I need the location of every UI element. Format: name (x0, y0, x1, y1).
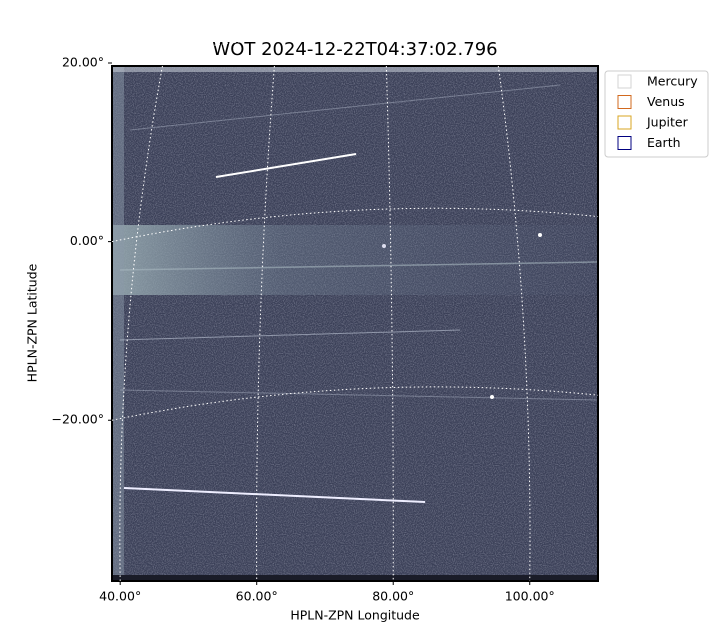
legend-label: Earth (647, 135, 681, 150)
legend-marker (617, 115, 632, 130)
x-axis-label: HPLN-ZPN Longitude (290, 608, 420, 623)
x-tick-label: 40.00° (99, 589, 141, 604)
legend-marker (617, 95, 632, 109)
x-tick-label: 60.00° (236, 589, 278, 604)
legend-label: Venus (647, 94, 685, 109)
legend-box (604, 70, 709, 158)
y-tick-label: −20.00° (51, 412, 104, 427)
y-axis-label: HPLN-ZPN Latitude (25, 263, 40, 382)
grid-line (497, 65, 531, 582)
legend: Mercury Venus Jupiter Earth (604, 70, 709, 158)
chart-title: WOT 2024-12-22T04:37:02.796 (212, 39, 497, 60)
sky-image (111, 65, 599, 582)
legend-marker (617, 136, 632, 150)
x-tick-label: 80.00° (372, 589, 414, 604)
legend-marker (617, 74, 632, 89)
y-tick-label: 0.00° (70, 233, 104, 248)
y-tick-label: 20.00° (62, 55, 104, 70)
grid-line (111, 386, 599, 421)
legend-label: Mercury (647, 74, 698, 89)
legend-label: Jupiter (646, 115, 689, 130)
grid-line (111, 29, 599, 64)
grid-line (111, 207, 599, 243)
x-tick-label: 100.00° (505, 589, 555, 604)
grid-line (256, 65, 275, 582)
